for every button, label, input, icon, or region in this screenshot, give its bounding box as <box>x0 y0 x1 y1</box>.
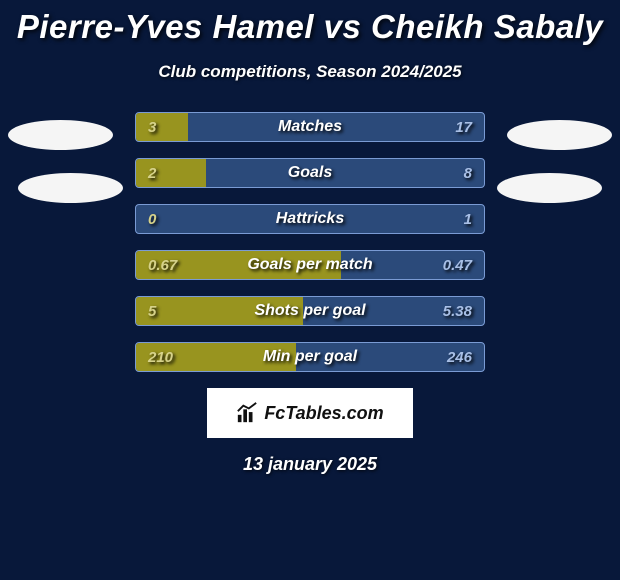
chart-bars-icon <box>236 402 258 424</box>
page-subtitle: Club competitions, Season 2024/2025 <box>0 62 620 82</box>
stat-row: 3Matches17 <box>135 112 485 142</box>
stat-row: 0Hattricks1 <box>135 204 485 234</box>
player-left-avatar-shadow <box>18 173 123 203</box>
stat-row: 2Goals8 <box>135 158 485 188</box>
stat-label: Shots per goal <box>136 297 484 325</box>
stat-value-right: 8 <box>464 159 472 187</box>
source-logo-badge: FcTables.com <box>207 388 413 438</box>
stat-value-right: 246 <box>447 343 472 371</box>
source-logo-text: FcTables.com <box>264 403 383 424</box>
stat-value-right: 0.47 <box>443 251 472 279</box>
stat-value-right: 1 <box>464 205 472 233</box>
chart-area: 3Matches17 2Goals8 0Hattricks1 0.67Goals pe… <box>0 112 620 372</box>
stat-label: Matches <box>136 113 484 141</box>
page-title: Pierre-Yves Hamel vs Cheikh Sabaly <box>0 8 620 46</box>
stat-label: Hattricks <box>136 205 484 233</box>
stat-label: Min per goal <box>136 343 484 371</box>
player-right-avatar-placeholder <box>507 120 612 150</box>
stat-row: 0.67Goals per match0.47 <box>135 250 485 280</box>
stat-row: 5Shots per goal5.38 <box>135 296 485 326</box>
stat-label: Goals <box>136 159 484 187</box>
stat-label: Goals per match <box>136 251 484 279</box>
stat-row: 210Min per goal246 <box>135 342 485 372</box>
player-right-avatar-shadow <box>497 173 602 203</box>
player-left-avatar-placeholder <box>8 120 113 150</box>
stat-value-right: 5.38 <box>443 297 472 325</box>
bars-container: 3Matches17 2Goals8 0Hattricks1 0.67Goals pe… <box>135 112 485 372</box>
comparison-card: Pierre-Yves Hamel vs Cheikh Sabaly Club … <box>0 0 620 475</box>
stat-value-right: 17 <box>455 113 472 141</box>
snapshot-date: 13 january 2025 <box>0 454 620 475</box>
